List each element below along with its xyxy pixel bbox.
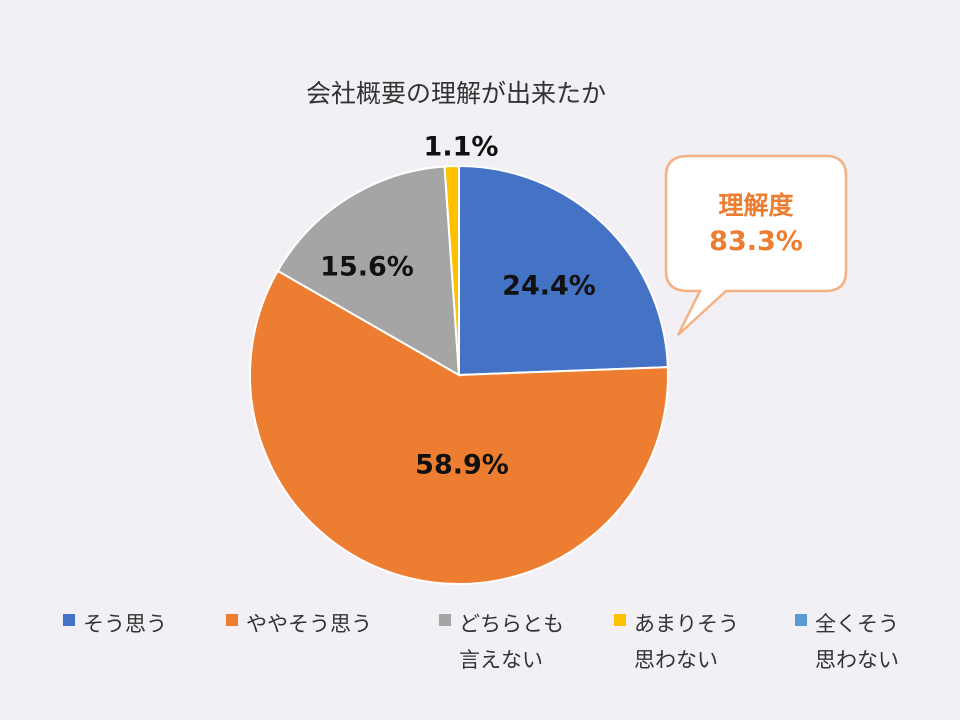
legend-item: どちらとも 言えない (439, 606, 584, 678)
data-label: 15.6% (320, 252, 414, 283)
legend-swatch (63, 614, 75, 626)
legend-swatch (226, 614, 238, 626)
pie-slice (276, 165, 461, 377)
legend-label: 全くそう 思わない (815, 612, 899, 672)
legend-swatch (795, 614, 807, 626)
chart-title: 会社概要の理解が出来たか (305, 79, 606, 108)
callout-title: 理解度 (718, 191, 794, 220)
legend-item: ややそう思う (226, 606, 416, 642)
pie-slice (458, 164, 669, 377)
legend-item: あまりそう 思わない (614, 606, 759, 678)
legend-swatch (439, 614, 451, 626)
pie-slice (249, 269, 669, 585)
legend-label: ややそう思う (246, 612, 372, 636)
pie-slice (443, 164, 460, 376)
data-label: 1.1% (424, 132, 499, 163)
legend-swatch (614, 614, 626, 626)
legend-label: どちらとも 言えない (459, 612, 564, 672)
legend-item: 全くそう 思わない (795, 606, 940, 678)
data-label: 58.9% (415, 450, 509, 481)
callout-value: 83.3% (709, 226, 803, 257)
legend-label: あまりそう 思わない (634, 612, 739, 672)
legend-item: そう思う (63, 606, 208, 642)
data-label: 24.4% (502, 271, 596, 302)
legend-label: そう思う (83, 612, 167, 636)
